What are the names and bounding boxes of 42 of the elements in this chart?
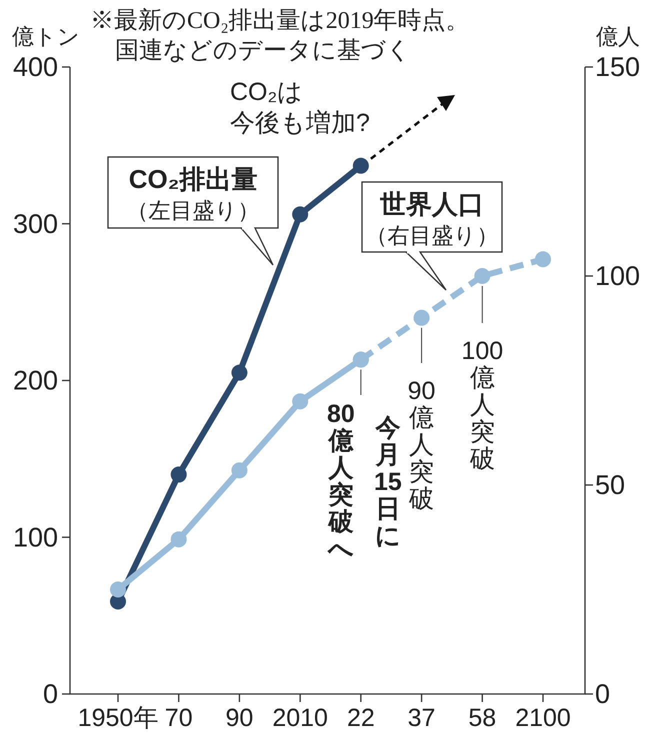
point <box>231 462 248 478</box>
chart-subtitle: 国連などのデータに基づく <box>115 38 411 64</box>
x-tick-label: 70 <box>164 704 193 732</box>
y2-tick-label: 0 <box>595 679 610 709</box>
x-tick-label: 37 <box>408 704 436 732</box>
y2-tick-label: 150 <box>595 52 640 82</box>
point <box>170 466 187 483</box>
annotation: 100億人突破 <box>461 337 504 473</box>
point <box>352 158 369 174</box>
y2-axis-title: 億人 <box>596 24 640 49</box>
point <box>110 582 126 598</box>
annotation: CO₂は今後も増加? <box>230 78 370 137</box>
x-tick-label: 58 <box>468 704 496 732</box>
annotation: 世界人口 <box>379 189 484 219</box>
annotation: （右目盛り） <box>366 223 498 248</box>
point <box>231 364 248 381</box>
chart-title: ※最新のCO₂排出量は2019年時点。 <box>90 7 470 34</box>
x-tick-label: 90 <box>226 704 254 732</box>
annotation: CO₂排出量 <box>128 164 258 194</box>
point <box>292 393 308 410</box>
x-tick-label: 2010 <box>272 704 328 732</box>
annotation: （左目盛り） <box>126 198 260 223</box>
annotation: 80億人突破へ <box>326 400 355 563</box>
x-tick-label: 1950年 <box>78 704 158 732</box>
x-tick-label: 2100 <box>515 704 571 732</box>
annotation: 今月15日に <box>374 414 402 550</box>
x-tick-label: 22 <box>346 704 375 732</box>
y-tick-label: 0 <box>42 679 58 709</box>
y2-tick-label: 50 <box>595 470 626 500</box>
y2-tick-label: 100 <box>595 261 640 291</box>
point <box>170 531 187 548</box>
point <box>292 206 308 222</box>
y-axis-title: 億トン <box>12 24 80 49</box>
point <box>535 251 551 268</box>
y-tick-label: 100 <box>12 522 58 552</box>
y-tick-label: 200 <box>12 366 58 396</box>
y-tick-label: 400 <box>12 52 58 82</box>
annotation: 90億人突破 <box>408 377 436 513</box>
point <box>414 310 430 326</box>
y-tick-label: 300 <box>12 208 58 239</box>
point <box>474 268 490 284</box>
point <box>352 352 369 368</box>
